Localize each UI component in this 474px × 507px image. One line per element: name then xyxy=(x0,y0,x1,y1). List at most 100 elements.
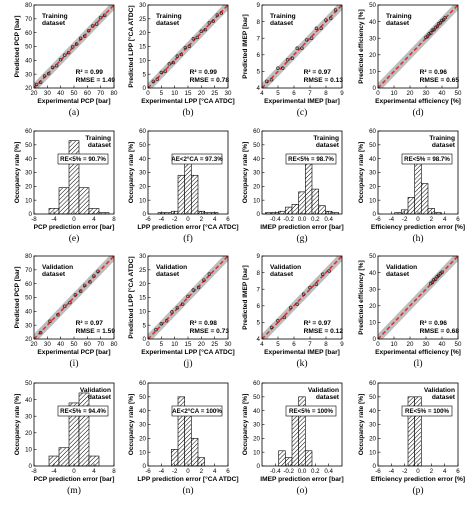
dataset-label: Validation xyxy=(386,264,417,271)
dataset-label: dataset xyxy=(432,142,456,149)
x-tick-label: 0 xyxy=(416,468,420,475)
x-tick-label: 0 xyxy=(376,341,380,348)
data-point-marker xyxy=(217,13,219,16)
data-point-marker xyxy=(96,22,99,25)
x-tick-label: 0 xyxy=(146,341,150,348)
data-point-marker xyxy=(326,18,328,21)
y-tick-label: 0 xyxy=(373,211,377,218)
x-axis-label: Experimental LPP [°CA ATDC] xyxy=(141,97,235,105)
accuracy-stat: RE<5% = 98.7% xyxy=(404,156,450,163)
data-point-marker xyxy=(209,21,211,23)
data-point-marker xyxy=(201,29,203,32)
panel-label: (m) xyxy=(67,485,81,496)
data-point-marker xyxy=(100,16,103,18)
y-tick-label: 5 xyxy=(257,69,261,76)
panel-label: (j) xyxy=(184,358,193,369)
stat-box-border xyxy=(171,153,223,165)
dataset-label: Validation xyxy=(80,387,111,394)
y-axis-label: Occupancy rate [%] xyxy=(358,394,365,456)
data-point xyxy=(440,270,444,275)
x-tick-label: 6 xyxy=(226,216,230,223)
data-point-marker xyxy=(297,46,299,49)
panel-label: (f) xyxy=(183,233,193,244)
data-point-marker xyxy=(177,306,179,308)
data-point xyxy=(68,300,72,305)
x-tick-label: -6 xyxy=(145,468,151,475)
y-tick-label: 10 xyxy=(139,449,146,456)
y-tick-label: 4 xyxy=(257,336,261,343)
plot-frame xyxy=(377,382,459,467)
data-point-marker xyxy=(44,74,47,77)
x-tick-label: 0 xyxy=(376,90,380,97)
data-point xyxy=(207,20,212,25)
data-point xyxy=(438,21,443,25)
y-axis-label: Occupancy rate [%] xyxy=(14,394,21,456)
x-axis-label: Experimental IMEP [bar] xyxy=(264,349,340,356)
data-point-marker xyxy=(290,306,293,308)
x-tick-label: 4 xyxy=(92,216,96,223)
dataset-label: dataset xyxy=(42,20,66,27)
data-point xyxy=(62,304,67,308)
dataset-label: dataset xyxy=(42,271,66,278)
data-point xyxy=(92,274,96,278)
data-point-marker xyxy=(70,301,72,303)
y-tick-label: 70 xyxy=(25,267,32,274)
data-point-marker xyxy=(50,319,52,322)
data-point-marker xyxy=(278,66,280,69)
rmse: RMSE = 0.68 xyxy=(420,328,460,335)
stat-box: RE<5% = 94.4% xyxy=(57,405,109,417)
data-point xyxy=(159,70,164,75)
r-squared: R² = 0.97 xyxy=(304,69,332,76)
y-tick-label: 60 xyxy=(25,30,32,37)
x-axis-label: Experimental LPP [°CA ATDC] xyxy=(141,348,235,356)
x-tick-label: 6 xyxy=(456,468,460,475)
x-axis-label: Efficiency prediction error [%] xyxy=(371,476,465,483)
y-axis-label: Occupancy rate [%] xyxy=(242,142,249,204)
y-tick-label: 7 xyxy=(257,35,261,42)
data-point xyxy=(430,28,435,32)
data-point xyxy=(90,24,95,28)
histogram-bar xyxy=(291,413,299,467)
histogram-bar xyxy=(78,187,90,215)
data-point-marker xyxy=(80,289,83,292)
x-tick-label: 10 xyxy=(391,90,398,97)
data-point-marker xyxy=(197,35,199,38)
data-point-marker xyxy=(64,304,67,307)
y-tick-label: 0 xyxy=(29,211,33,218)
x-axis-label: PCP prediction error [bar] xyxy=(34,224,115,231)
y-tick-label: 6 xyxy=(257,52,261,59)
dataset-label: Validation xyxy=(424,387,455,394)
data-point xyxy=(191,288,196,292)
y-tick-label: 30 xyxy=(369,170,376,177)
dataset-label: Validation xyxy=(308,387,339,394)
x-tick-label: -4 xyxy=(51,216,57,223)
x-tick-label: 20 xyxy=(31,341,38,348)
panel-label: (b) xyxy=(182,107,193,118)
x-tick-label: 30 xyxy=(423,341,430,348)
y-tick-label: 30 xyxy=(369,422,376,429)
data-point-marker xyxy=(156,328,158,330)
y-tick-label: 40 xyxy=(139,156,146,163)
stat-box-border xyxy=(401,153,453,165)
y-tick-label: 7 xyxy=(257,286,261,293)
y-tick-label: 15 xyxy=(139,295,146,302)
y-tick-label: 5 xyxy=(143,322,147,329)
y-tick-label: 4 xyxy=(257,85,261,92)
data-point xyxy=(324,18,328,22)
dataset-label: dataset xyxy=(156,271,180,278)
y-axis-label: Predicted IMEP [bar] xyxy=(242,265,249,329)
x-tick-label: 20 xyxy=(31,90,38,97)
y-tick-label: 40 xyxy=(253,408,260,415)
y-tick-label: 20 xyxy=(139,30,146,37)
y-tick-label: 10 xyxy=(253,197,260,204)
data-point-marker xyxy=(92,24,95,27)
data-point xyxy=(186,294,190,299)
data-point-marker xyxy=(335,8,338,11)
data-point-marker xyxy=(173,61,175,63)
data-point xyxy=(269,77,274,82)
y-tick-label: 50 xyxy=(25,44,32,51)
y-tick-label: 10 xyxy=(369,320,376,327)
data-point-marker xyxy=(278,319,280,321)
y-tick-label: 20 xyxy=(25,85,32,92)
